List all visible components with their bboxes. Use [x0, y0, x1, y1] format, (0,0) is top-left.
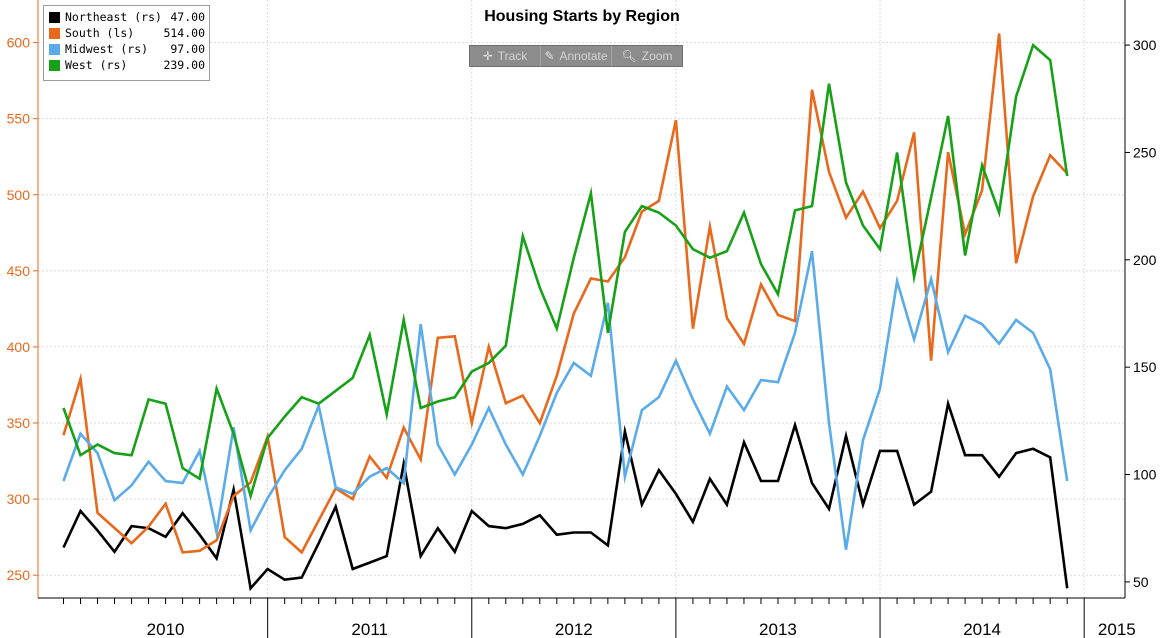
- legend-label: South (ls): [65, 26, 135, 40]
- legend-value: 239.00: [163, 58, 205, 72]
- legend-swatch-west: [49, 60, 60, 71]
- x-year-label: 2015: [1098, 620, 1136, 638]
- series-lines: [62, 33, 1069, 592]
- legend-label: Midwest (rs): [65, 42, 149, 56]
- y-left-tick-label: 550: [7, 111, 31, 127]
- y-left-tick-label: 300: [7, 491, 31, 507]
- legend-item-south[interactable]: South (ls) 514.00: [49, 26, 205, 40]
- x-year-label: 2010: [147, 620, 185, 638]
- legend-value: 97.00: [170, 42, 205, 56]
- x-year-label: 2014: [963, 620, 1001, 638]
- series-line-midwest: [62, 250, 1069, 550]
- legend-value: 47.00: [170, 10, 205, 24]
- y-left-tick-label: 250: [7, 567, 31, 583]
- x-year-label: 2012: [555, 620, 593, 638]
- y-right-tick-label: 50: [1133, 574, 1149, 590]
- annotate-label: Annotate: [559, 49, 608, 63]
- zoom-button[interactable]: 🔍︎ Zoom: [612, 46, 682, 66]
- zoom-label: Zoom: [641, 49, 673, 63]
- track-label: Track: [497, 49, 528, 63]
- series-line-northeast: [62, 398, 1069, 592]
- y-left-tick-label: 600: [7, 35, 31, 51]
- y-left-tick-label: 350: [7, 415, 31, 431]
- legend-label: West (rs): [65, 58, 128, 72]
- y-right-tick-label: 300: [1133, 37, 1157, 53]
- legend-swatch-south: [49, 28, 60, 39]
- y-right-tick-label: 100: [1133, 467, 1157, 483]
- x-year-label: 2011: [351, 620, 388, 638]
- magnifier-icon: 🔍︎: [621, 49, 637, 63]
- y-left-tick-label: 500: [7, 187, 31, 203]
- annotate-button[interactable]: ✎ Annotate: [541, 46, 612, 66]
- legend-label: Northeast (rs): [65, 10, 162, 24]
- legend-swatch-northeast: [49, 12, 60, 23]
- legend-item-midwest[interactable]: Midwest (rs) 97.00: [49, 42, 205, 56]
- legend-item-west[interactable]: West (rs) 239.00: [49, 58, 205, 72]
- chart-toolbar: ✛ Track ✎ Annotate 🔍︎ Zoom: [469, 45, 683, 67]
- chart-legend: Northeast (rs) 47.00 South (ls) 514.00 M…: [43, 5, 210, 81]
- track-button[interactable]: ✛ Track: [470, 46, 541, 66]
- legend-swatch-midwest: [49, 44, 60, 55]
- y-right-tick-label: 150: [1133, 359, 1157, 375]
- legend-item-northeast[interactable]: Northeast (rs) 47.00: [49, 10, 205, 24]
- y-left-tick-label: 450: [7, 263, 31, 279]
- series-line-west: [62, 42, 1069, 501]
- y-right-tick-label: 250: [1133, 144, 1157, 160]
- y-left-tick-label: 400: [7, 339, 31, 355]
- crosshair-icon: ✛: [482, 49, 493, 63]
- y-right-tick-label: 200: [1133, 252, 1157, 268]
- chart-axes: 250 300 350 400 450 500 550 600 50 100 150 200 250 30…: [7, 0, 1157, 638]
- legend-value: 514.00: [163, 26, 205, 40]
- series-line-south: [62, 33, 1069, 555]
- chart-title: Housing Starts by Region: [484, 8, 680, 25]
- pencil-icon: ✎: [544, 49, 555, 63]
- x-year-label: 2013: [759, 620, 797, 638]
